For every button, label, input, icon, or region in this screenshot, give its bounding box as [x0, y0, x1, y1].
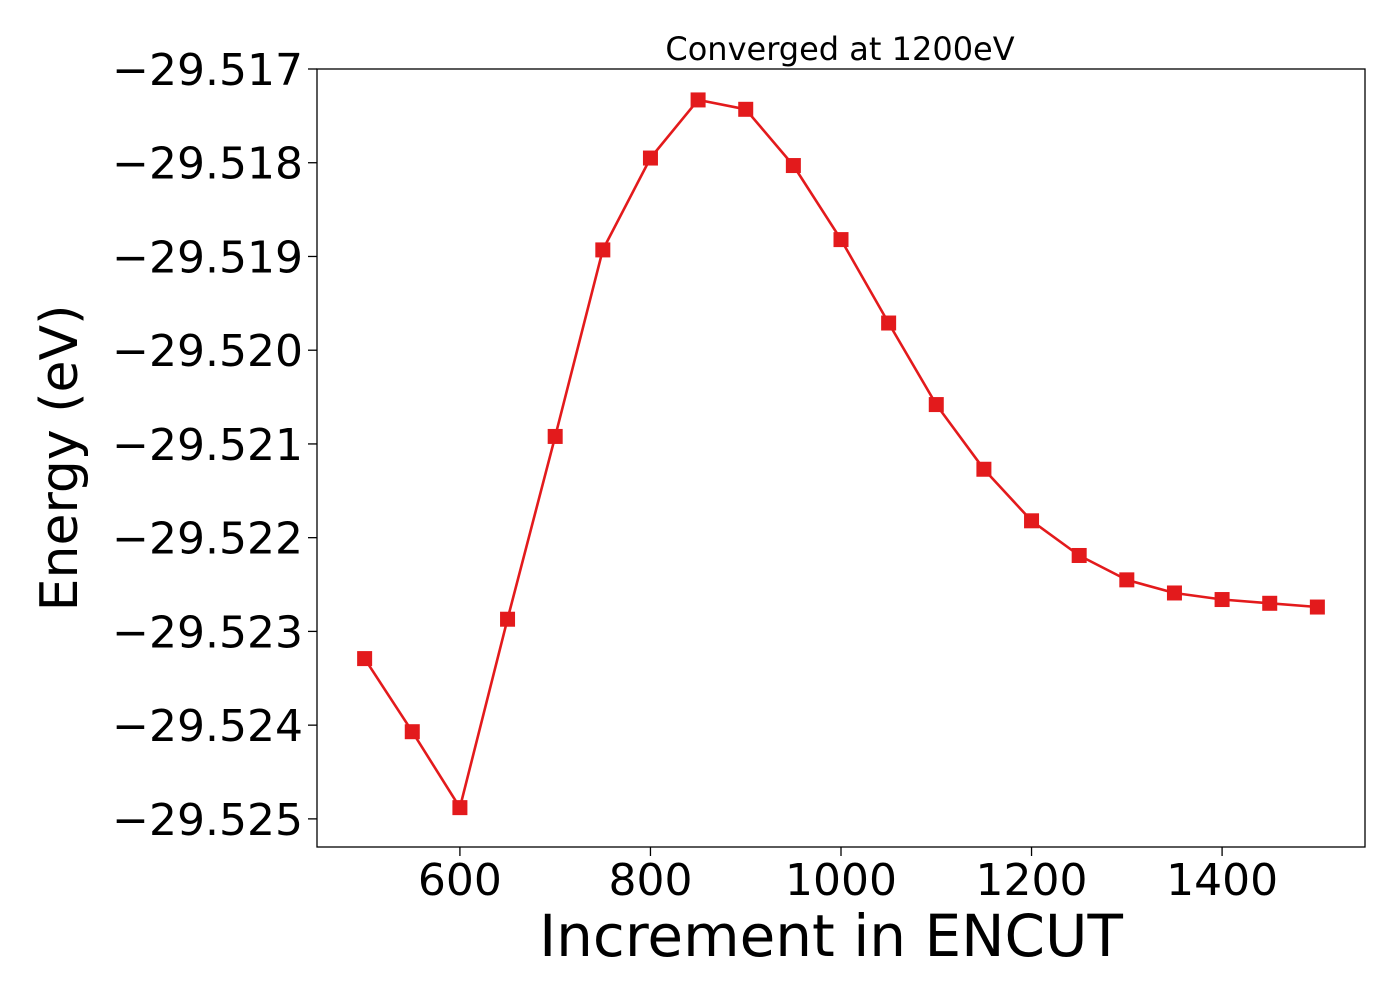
chart-title: Converged at 1200eV: [665, 30, 1014, 68]
data-point-marker: [1166, 585, 1182, 601]
x-tick-label: 800: [608, 855, 692, 906]
y-tick-label: −29.524: [112, 701, 303, 752]
series-layer: [357, 92, 1325, 816]
data-point-marker: [1214, 592, 1230, 608]
y-tick-label: −29.520: [112, 326, 303, 377]
data-point-marker: [738, 101, 754, 117]
y-tick-label: −29.522: [112, 514, 303, 565]
data-point-marker: [357, 651, 373, 667]
data-point-marker: [500, 611, 516, 627]
y-axis-label: Energy (eV): [30, 305, 90, 612]
y-axis: −29.517 −29.518 −29.519 −29.520 −29.521 −29.5…: [112, 45, 317, 846]
x-axis: 600 800 1000 1200 1400: [418, 847, 1278, 906]
x-tick-label: 600: [418, 855, 502, 906]
data-point-marker: [547, 428, 563, 444]
data-point-marker: [785, 158, 801, 174]
axes-frame: [316, 68, 1366, 848]
data-point-marker: [881, 315, 897, 331]
data-point-marker: [1262, 595, 1278, 611]
data-point-marker: [928, 397, 944, 413]
x-axis-label: Increment in ENCUT: [539, 902, 1123, 970]
y-tick-label: −29.518: [112, 139, 303, 190]
data-point-marker: [690, 92, 706, 108]
data-point-marker: [595, 242, 611, 258]
data-point-marker: [642, 150, 658, 166]
x-tick-label: 1000: [785, 855, 897, 906]
data-point-marker: [1024, 513, 1040, 529]
data-point-marker: [833, 232, 849, 248]
plot-area: [316, 68, 1366, 848]
data-point-marker: [404, 724, 420, 740]
data-point-marker: [976, 461, 992, 477]
data-point-marker: [1071, 547, 1087, 563]
y-tick-label: −29.517: [112, 45, 303, 96]
y-tick-label: −29.523: [112, 607, 303, 658]
y-tick-label: −29.525: [112, 795, 303, 846]
energy-series-line: [363, 98, 1318, 809]
data-point-marker: [452, 800, 468, 816]
y-tick-label: −29.519: [112, 232, 303, 283]
y-tick-label: −29.521: [112, 420, 303, 471]
data-point-marker: [1119, 572, 1135, 588]
data-point-marker: [1309, 599, 1325, 615]
x-tick-label: 1400: [1166, 855, 1278, 906]
x-tick-label: 1200: [976, 855, 1088, 906]
